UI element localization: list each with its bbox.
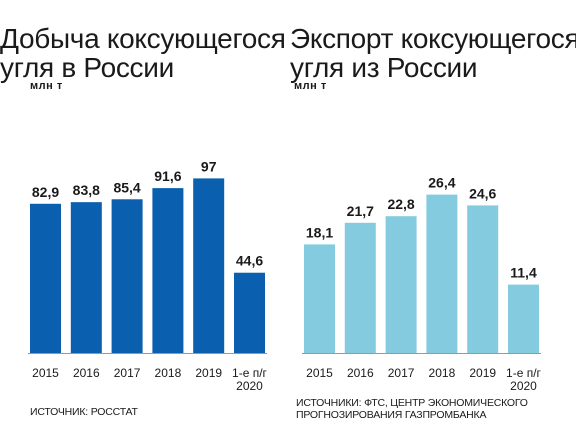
export-value-label-5: 11,4 [510,265,537,281]
production-category-label-5-line-1: 2020 [236,379,263,393]
export-bar-1 [344,222,376,353]
coal-production-panel: Добыча коксующегося угля в России млн т … [0,0,286,447]
production-title-line-2: угля в России [0,52,174,83]
export-value-label-0: 18,1 [306,224,333,240]
export-source-line-1: ИСТОЧНИКИ: ФТС, ЦЕНТР ЭКОНОМИЧЕСКОГО [296,397,528,409]
export-bar-5 [508,284,539,353]
production-value-label-1: 83,8 [73,182,100,198]
export-title-line-2: угля из России [290,52,478,83]
export-title-line-1: Экспорт коксующегося [290,23,576,54]
export-category-label-1: 2016 [347,366,374,380]
export-bar-2 [385,216,417,353]
production-bar-3 [152,188,184,353]
export-source-line-2: ПРОГНОЗИРОВАНИЯ ГАЗПРОМБАНКА [296,409,487,421]
export-bar-3 [426,194,458,353]
production-value-label-5: 44,6 [236,253,263,269]
export-chart-title: Экспорт коксующегося угля из России [290,24,576,82]
export-category-label-5-line-1: 2020 [510,379,537,393]
export-category-label-5-line-0: 1-е п/г [506,366,542,380]
export-category-label-3: 2018 [429,366,456,380]
production-value-label-4: 97 [201,158,217,174]
export-value-label-4: 24,6 [469,185,496,201]
export-bar-0 [304,244,335,353]
export-category-label-2: 2017 [388,366,415,380]
production-value-label-2: 85,4 [113,179,140,195]
export-value-label-3: 26,4 [428,175,455,191]
export-value-label-1: 21,7 [347,203,374,219]
production-unit-label: млн т [30,80,63,92]
production-category-label-1: 2016 [73,366,100,380]
production-bar-1 [70,202,102,353]
export-value-label-2: 22,8 [387,196,414,212]
production-bar-5 [234,272,265,353]
export-bar-chart: 18,1 2015 21,7 2016 22,8 2017 26,4 2018 24,6 2019… [302,175,542,393]
production-value-label-3: 91,6 [154,168,181,184]
production-category-label-5-line-0: 1-е п/г [232,366,268,380]
production-category-label-4: 2019 [195,366,222,380]
production-bar-0 [30,203,61,353]
export-category-label-0: 2015 [306,366,333,380]
production-category-label-2: 2017 [114,366,141,380]
export-bar-4 [467,205,499,353]
production-bar-2 [111,199,143,353]
export-category-label-4: 2019 [469,366,496,380]
production-chart-title: Добыча коксующегося угля в России [0,24,286,82]
production-bar-chart: 82,9 2015 83,8 2016 85,4 2017 91,6 2018 97 2019 44… [28,158,268,393]
coal-export-panel: Экспорт коксующегося угля из России млн … [290,0,576,447]
export-unit-label: млн т [294,80,327,92]
production-source: ИСТОЧНИК: РОССТАТ [30,406,138,418]
export-source: ИСТОЧНИКИ: ФТС, ЦЕНТР ЭКОНОМИЧЕСКОГО ПРО… [296,397,528,421]
production-title-line-1: Добыча коксующегося [0,23,286,54]
production-value-label-0: 82,9 [32,184,59,200]
production-category-label-0: 2015 [32,366,59,380]
production-bar-4 [193,178,225,353]
production-category-label-3: 2018 [155,366,182,380]
